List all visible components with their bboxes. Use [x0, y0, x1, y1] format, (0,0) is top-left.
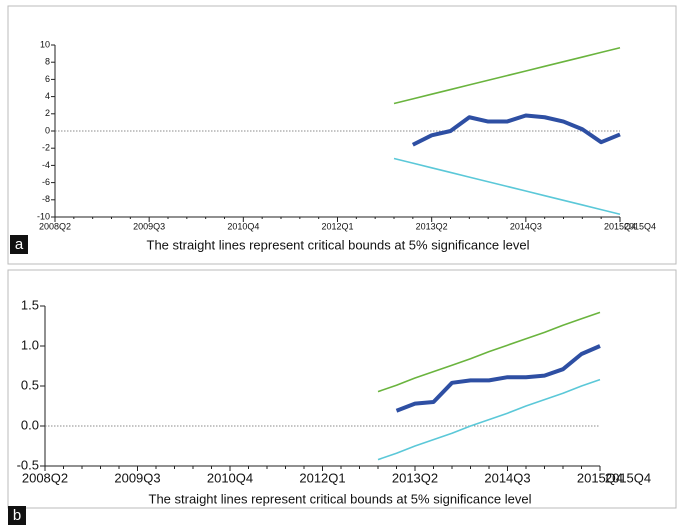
y-tick-label: 4 — [45, 91, 50, 101]
x-tick-label: 2010Q4 — [227, 221, 259, 231]
y-tick-label: -4 — [42, 160, 50, 170]
y-tick-label: 0.0 — [21, 417, 39, 432]
y-tick-label: 0.5 — [21, 377, 39, 392]
x-tick-label: 2013Q2 — [416, 221, 448, 231]
panel-label: b — [13, 507, 21, 524]
y-tick-label: 1.5 — [21, 297, 39, 312]
caption: The straight lines represent critical bo… — [147, 237, 530, 252]
panel-frame — [7, 5, 677, 265]
x-tick-label: 2012Q1 — [299, 470, 345, 485]
x-tick-label: 2012Q1 — [321, 221, 353, 231]
x-tick-label: 2008Q2 — [22, 470, 68, 485]
x-tick-label: 2009Q3 — [114, 470, 160, 485]
y-tick-label: -2 — [42, 143, 50, 153]
x-tick-label: 2010Q4 — [207, 470, 253, 485]
x-tick-label: 2013Q2 — [392, 470, 438, 485]
y-tick-label: 1.0 — [21, 337, 39, 352]
panel-label: a — [15, 236, 24, 253]
series-line — [377, 378, 601, 461]
panel-frame — [7, 269, 677, 509]
panel-label-box — [8, 506, 26, 525]
chart-panel: -10 -8 -6 -4 -2 0 2 4 6 8 10 2008Q2 2009Q3 2010Q4 2012… — [10, 39, 656, 254]
series-line — [377, 311, 601, 393]
x-tick-label: 2014Q3 — [484, 470, 530, 485]
caption: The straight lines represent critical bo… — [149, 491, 532, 506]
panel-label-box — [10, 235, 28, 254]
y-tick-label: 0 — [45, 125, 50, 135]
x-tick-label: 2014Q3 — [510, 221, 542, 231]
x-tick-label: 2015Q4 — [577, 470, 623, 485]
x-tick-label: 2015Q4 — [604, 221, 636, 231]
chart-panel: -0.5 0.0 0.5 1.0 1.5 2008Q2 2009Q3 2010Q4 2012Q1… — [8, 297, 651, 525]
series-line — [395, 344, 601, 413]
x-tick-label: 2008Q2 — [39, 221, 71, 231]
x-end-label: 2015Q4 — [605, 470, 651, 485]
y-tick-label: -10 — [37, 211, 50, 221]
x-tick-label: 2009Q3 — [133, 221, 165, 231]
x-end-label: 2015Q4 — [624, 221, 656, 231]
series-line — [393, 157, 621, 216]
y-tick-label: -0.5 — [17, 457, 39, 472]
y-tick-label: 8 — [45, 57, 50, 67]
series-line — [393, 46, 621, 105]
y-tick-label: -8 — [42, 194, 50, 204]
series-line — [411, 113, 621, 147]
y-tick-label: 10 — [40, 39, 50, 49]
y-tick-label: 6 — [45, 74, 50, 84]
y-tick-label: 2 — [45, 108, 50, 118]
y-tick-label: -6 — [42, 177, 50, 187]
